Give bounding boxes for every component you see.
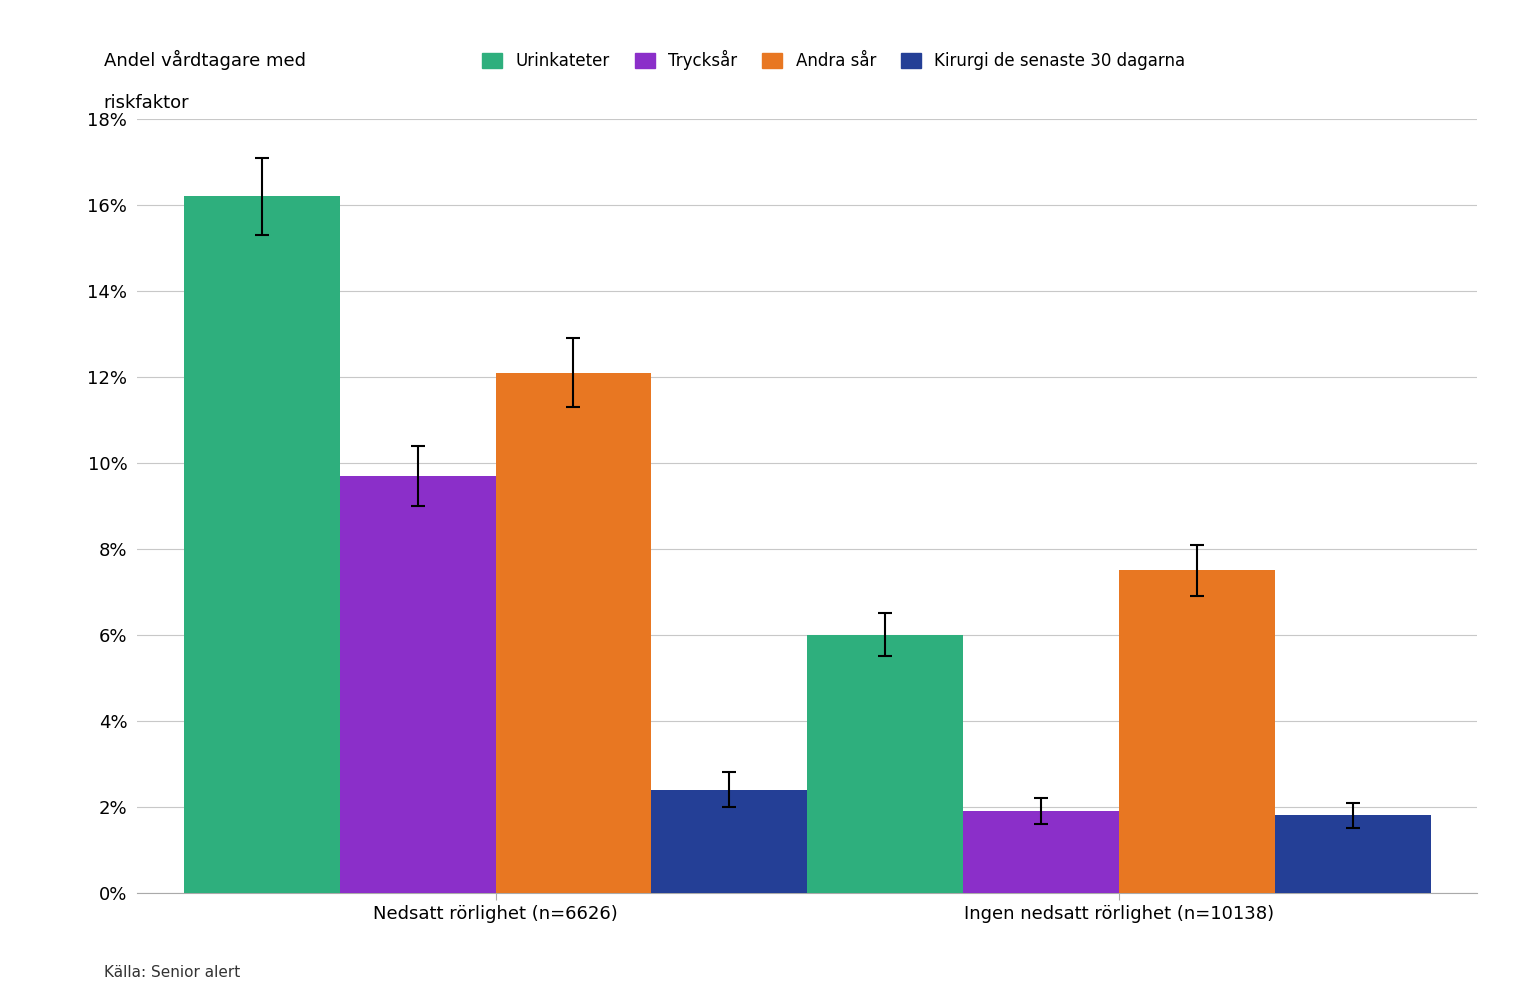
Text: riskfaktor: riskfaktor xyxy=(104,94,189,112)
Bar xyxy=(963,811,1119,893)
Text: Källa: Senior alert: Källa: Senior alert xyxy=(104,965,239,980)
Bar xyxy=(184,196,340,893)
Bar xyxy=(1119,570,1275,893)
Bar xyxy=(340,476,495,893)
Bar xyxy=(652,790,807,893)
Bar xyxy=(807,635,963,893)
Bar xyxy=(1275,815,1430,893)
Legend: Urinkateter, Trycksår, Andra sår, Kirurgi de senaste 30 dagarna: Urinkateter, Trycksår, Andra sår, Kirurg… xyxy=(483,50,1185,70)
Text: Andel vårdtagare med: Andel vårdtagare med xyxy=(104,50,306,69)
Bar xyxy=(495,373,652,893)
